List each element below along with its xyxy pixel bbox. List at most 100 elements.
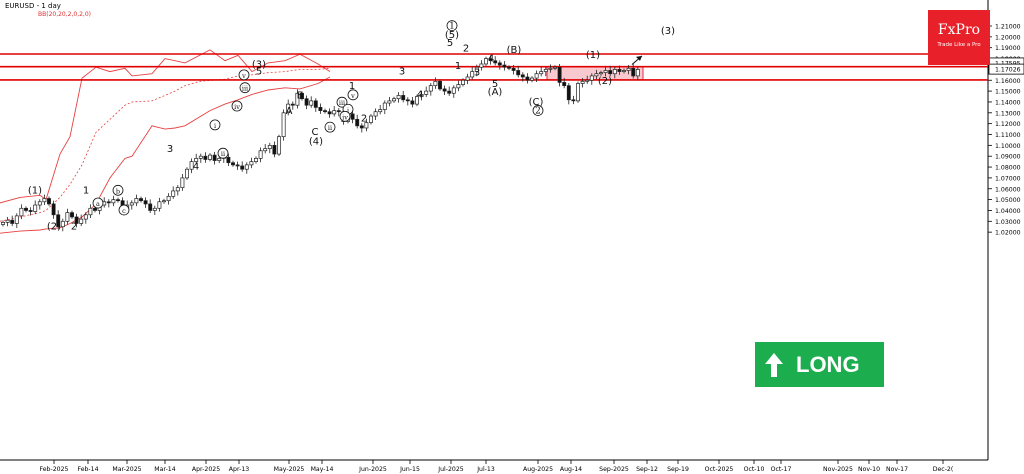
logo-name: FxPro [937,22,981,38]
wave-label-circle [217,147,229,159]
candle-body [65,212,70,222]
y-axis-tick-label: 1.13000 [995,110,1021,117]
x-axis-tick-label: Feb-14 [77,466,98,473]
candle-body [511,67,516,71]
wave-label: 2 [361,113,367,124]
wave-label-circle [324,121,336,133]
wave-label: A [286,106,293,117]
wave-label: (1) [586,50,600,61]
wave-label: iii [242,85,248,93]
candle-body [152,207,157,211]
indicator-label: BB(20,20,2,0,2,0) [38,11,91,18]
wave-label: 1 [83,185,89,196]
candle-body [608,70,613,75]
candle-body [451,87,456,94]
candle-body [405,99,410,102]
candle-body [70,212,74,218]
wave-label: (A) [488,87,503,98]
candle-body [19,207,24,217]
projection-arrow-head [636,55,642,61]
y-axis-tick-label: 1.19000 [995,45,1021,52]
candle-body [194,158,199,162]
wave-label: (2) [47,222,61,233]
candle-body [217,158,222,161]
candle-body [286,103,291,114]
candle-body [589,75,594,81]
y-axis-tick-label: 1.07000 [995,175,1021,182]
candle-body [470,71,475,78]
x-axis-tick-label: May-14 [311,466,334,473]
candle-body [415,96,419,105]
candle-body [631,67,636,77]
wave-label-circle [92,197,104,209]
candle-body [599,72,603,75]
wave-label: 2 [463,44,469,55]
x-axis-tick-label: Sep-19 [667,466,689,473]
y-axis-tick-label: 1.05000 [995,197,1021,204]
candle-body [267,145,272,149]
wave-label: (2) [598,76,612,87]
candle-body [594,73,599,77]
wave-label: ii [328,124,332,132]
candle-body [387,100,392,104]
candle-body [10,219,15,224]
y-axis-tick-label: 1.10000 [995,143,1021,150]
x-axis-tick-label: Apr-13 [229,466,249,473]
candle-body [580,80,585,84]
candle-body [424,90,429,95]
wave-label: 1 [449,22,455,32]
candle-body [162,200,166,203]
wave-label: (3) [252,59,266,70]
x-axis-tick-label: Oct-17 [771,466,792,473]
candle-body [332,110,337,115]
candle-body [258,150,263,159]
y-axis-tick-label: 1.15000 [995,89,1021,96]
wave-label: 4 [417,90,423,101]
x-axis-tick-label: Mar-2025 [112,466,141,473]
wave-label-circle [238,69,250,81]
x-axis-tick-label: Aug-14 [560,466,582,473]
candle-body [111,199,116,204]
x-axis-tick-label: Sep-12 [636,466,658,473]
candle-body [626,67,631,71]
y-axis-tick-label: 1.20000 [995,34,1021,41]
candle-body [208,154,212,160]
price-tag-label: 1.17026 [995,67,1021,74]
x-axis-tick-label: Nov-2025 [823,466,853,473]
candle-body [185,168,189,179]
candle-body [539,71,544,75]
x-axis-tick-label: Jun-15 [399,466,420,473]
wave-label: 1 [455,61,461,72]
x-axis-tick-label: Mar-14 [154,466,175,473]
candle-body [47,198,51,205]
candle-body [553,66,557,69]
candle-body [336,110,341,113]
candle-body [139,198,143,202]
candle-body [235,164,240,167]
candle-body [143,200,148,205]
wave-label: (B) [507,45,522,56]
y-axis-tick-label: 1.08000 [995,165,1021,172]
wave-label: iii [339,99,345,107]
candle-body [318,107,323,111]
x-axis-tick-label: Nov-10 [858,466,880,473]
candle-body [166,195,171,202]
wave-label: (5) [445,30,459,41]
candle-body [323,110,327,113]
candle-body [373,111,378,117]
wave-label: (3) [661,26,675,37]
candle-body [106,201,111,204]
candle-body [134,198,139,204]
candle-body [88,207,93,216]
price-tag-box [988,63,1024,75]
candle-body [585,79,590,82]
x-axis-tick-label: Feb-2025 [40,466,69,473]
candle-body [129,202,134,206]
candle-body [364,122,369,129]
wave-label: 5 [256,67,262,78]
candle-body [240,165,245,170]
wave-label: 3 [167,144,173,155]
wave-label: 4 [488,53,494,64]
candle-body [28,210,33,212]
candle-body [493,60,498,64]
